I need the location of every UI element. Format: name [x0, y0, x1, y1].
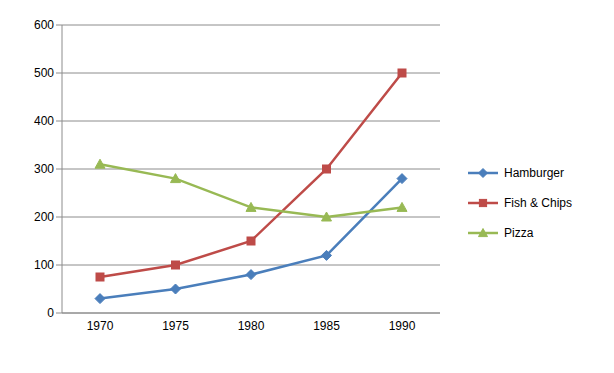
svg-text:100: 100: [34, 258, 54, 272]
svg-text:400: 400: [34, 114, 54, 128]
svg-text:600: 600: [34, 18, 54, 32]
svg-text:1990: 1990: [389, 319, 416, 333]
html-text:Pizza: Pizza: [504, 226, 534, 240]
svg-text:500: 500: [34, 66, 54, 80]
svg-text:300: 300: [34, 162, 54, 176]
svg-text:0: 0: [47, 306, 54, 320]
svg-text:1970: 1970: [87, 319, 114, 333]
svg-text:200: 200: [34, 210, 54, 224]
html-text:Fish & Chips: Fish & Chips: [504, 196, 572, 210]
html-text:Hamburger: Hamburger: [504, 166, 564, 180]
svg-text:1985: 1985: [313, 319, 340, 333]
svg-text:1975: 1975: [162, 319, 189, 333]
svg-text:1980: 1980: [238, 319, 265, 333]
